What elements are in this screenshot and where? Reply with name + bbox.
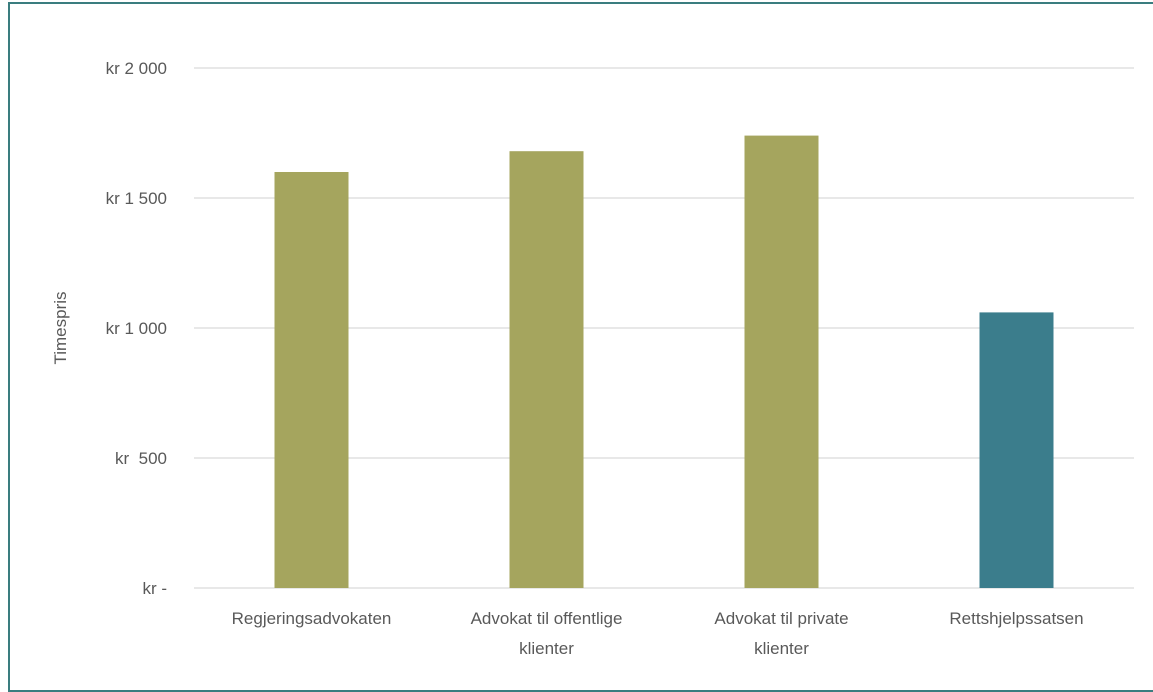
y-tick-label: kr 1 500 [106, 189, 167, 208]
bar [744, 135, 819, 588]
x-tick-label: Advokat til private [714, 609, 848, 628]
x-tick-label: klienter [754, 639, 809, 658]
x-tick-label: Regjeringsadvokaten [232, 609, 392, 628]
x-tick-label: Advokat til offentlige [471, 609, 623, 628]
bars [274, 135, 1054, 588]
x-axis-labels: Regjeringsadvokaten Advokat til offentlig… [232, 609, 1084, 658]
bar [979, 312, 1054, 588]
bar [274, 172, 349, 588]
y-tick-label: kr 500 [115, 449, 167, 468]
gridlines [194, 67, 1134, 589]
x-tick-label: Rettshjelpssatsen [949, 609, 1083, 628]
y-axis-title: Timespris [51, 291, 70, 364]
y-tick-label: kr - [142, 579, 167, 598]
x-tick-label: klienter [519, 639, 574, 658]
bar [509, 151, 584, 588]
bar-chart: kr - kr 500 kr 1 000 kr 1 500 kr 2 000 Regje… [51, 59, 1134, 658]
y-axis-ticks: kr - kr 500 kr 1 000 kr 1 500 kr 2 000 [106, 59, 167, 598]
y-tick-label: kr 2 000 [106, 59, 167, 78]
y-tick-label: kr 1 000 [106, 319, 167, 338]
